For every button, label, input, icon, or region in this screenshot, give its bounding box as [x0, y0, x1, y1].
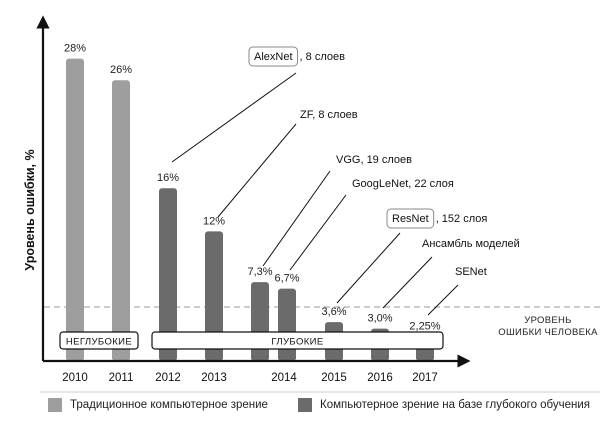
- bar-value-label: 7,3%: [247, 266, 272, 278]
- annotation-leader: [336, 232, 401, 304]
- x-tick-label: 2016: [367, 372, 393, 384]
- annotation-name: SENet: [455, 266, 487, 278]
- x-tick-label: 2012: [155, 372, 181, 384]
- annotation-suffix: , 22 слоя: [408, 178, 454, 190]
- annotation-label: GoogLeNet, 22 слоя: [352, 178, 454, 190]
- bar-value-label: 2,25%: [409, 321, 440, 333]
- legend-item-deep: Компьютерное зрение на базе глубокого об…: [298, 398, 590, 412]
- annotation-name: AlexNet: [254, 51, 293, 63]
- annotation-suffix: , 8 слоев: [300, 51, 346, 63]
- legend-swatch-deep: [298, 398, 312, 412]
- bar-value-label: 28%: [64, 43, 86, 55]
- bar-2014: [278, 288, 296, 361]
- annotation-leader: [427, 284, 459, 316]
- annotation-box: [248, 46, 299, 67]
- bar-value-label: 3,6%: [321, 306, 346, 318]
- x-tick-label: 2011: [109, 372, 134, 384]
- annotation-leader: [217, 123, 297, 218]
- annotation-label: ResNet , 152 слоя: [392, 213, 487, 225]
- annotation-suffix: , 19 слоев: [360, 154, 412, 166]
- bar-2011: [112, 80, 130, 361]
- bar-2013: [205, 231, 223, 361]
- x-tick-label: 2015: [321, 372, 347, 384]
- annotation-leader: [171, 72, 297, 163]
- annotation-label: Ансамбль моделей: [422, 238, 520, 250]
- x-tick-label: 2017: [412, 372, 438, 384]
- bar-value-label: 16%: [157, 172, 179, 184]
- bar-2012: [159, 188, 177, 361]
- legend-label-deep: Компьютерное зрение на базе глубокого об…: [320, 399, 591, 411]
- y-axis-title: Уровень ошибки, %: [23, 149, 37, 270]
- annotation-name: ZF: [300, 109, 314, 121]
- annotation-suffix: , 152 слоя: [436, 213, 488, 225]
- human-error-label: ОШИБКИ ЧЕЛОВЕКА: [498, 327, 598, 338]
- bar-value-label: 26%: [110, 64, 132, 76]
- group-label: НЕГЛУБОКИЕ: [66, 337, 132, 348]
- annotation-label: AlexNet , 8 слоев: [254, 51, 345, 63]
- group-label: ГЛУБОКИЕ: [271, 337, 323, 348]
- human-error-label: УРОВЕНЬ: [524, 315, 571, 326]
- annotation-leader: [262, 170, 331, 267]
- legend-swatch-traditional: [48, 398, 62, 412]
- annotation-label: SENet: [455, 266, 487, 278]
- bar-2010: [66, 58, 84, 361]
- annotation-box: [386, 208, 435, 229]
- group-box: [151, 331, 444, 350]
- group-box: [59, 331, 139, 350]
- annotation-name: VGG: [336, 154, 360, 166]
- annotation-label: VGG, 19 слоев: [336, 154, 412, 166]
- legend: Традиционное компьютерное зрение Компьют…: [0, 398, 607, 422]
- annotation-name: ResNet: [392, 213, 429, 225]
- annotation-label: ZF, 8 слоев: [300, 109, 358, 121]
- annotation-suffix: , 8 слоев: [312, 109, 358, 121]
- legend-label-traditional: Традиционное компьютерное зрение: [70, 399, 268, 411]
- legend-item-traditional: Традиционное компьютерное зрение: [48, 398, 268, 412]
- annotation-leader: [289, 194, 347, 271]
- x-tick-label: 2010: [62, 372, 88, 384]
- annotation-leader: [382, 256, 433, 309]
- x-tick-label: 2013: [201, 372, 227, 384]
- bar-value-label: 3,0%: [367, 313, 392, 325]
- bar-value-label: 12%: [203, 215, 225, 227]
- annotation-name: GoogLeNet: [352, 178, 408, 190]
- bar-value-label: 6,7%: [274, 273, 299, 285]
- annotation-name: Ансамбль моделей: [422, 238, 520, 250]
- x-tick-label: 2014: [271, 372, 297, 384]
